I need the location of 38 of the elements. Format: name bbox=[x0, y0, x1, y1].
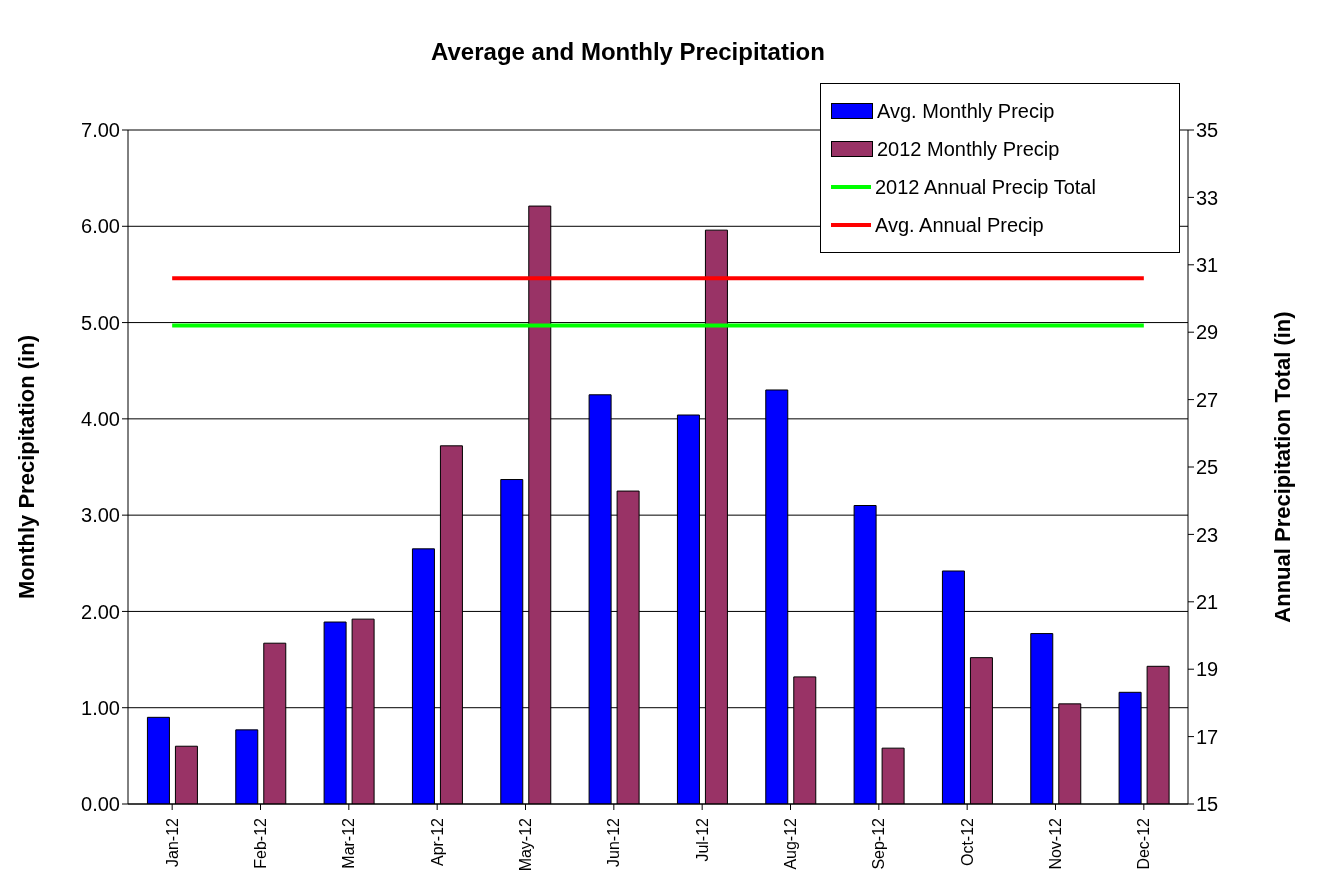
y2-tick-label: 17 bbox=[1196, 725, 1219, 748]
legend-label: Avg. Annual Precip bbox=[875, 213, 1044, 238]
legend-label: 2012 Monthly Precip bbox=[877, 137, 1060, 162]
x-tick-label: Mar-12 bbox=[340, 817, 358, 869]
y2-tick-label: 15 bbox=[1196, 793, 1219, 816]
y2-tick-label: 35 bbox=[1196, 119, 1219, 142]
y-tick-label: 2.00 bbox=[81, 600, 120, 623]
x-tick-label: Dec-12 bbox=[1135, 817, 1153, 870]
y-tick-label: 4.00 bbox=[81, 407, 120, 430]
x-tick-label: Aug-12 bbox=[781, 817, 799, 870]
y-tick-label: 6.00 bbox=[81, 215, 120, 238]
x-tick-label: Feb-12 bbox=[251, 817, 269, 869]
x-tick-label: Apr-12 bbox=[428, 817, 446, 867]
legend-label: Avg. Monthly Precip bbox=[877, 99, 1055, 124]
y2-tick-label: 23 bbox=[1196, 523, 1219, 546]
x-tick-label: Jan-12 bbox=[163, 817, 181, 867]
y2-tick-label: 27 bbox=[1196, 388, 1219, 411]
y2-axis-title: Annual Precipitation Total (in) bbox=[1269, 311, 1295, 623]
legend-label: 2012 Annual Precip Total bbox=[875, 175, 1096, 200]
chart-title: Average and Monthly Precipitation bbox=[430, 38, 826, 66]
x-tick-label: May-12 bbox=[516, 817, 534, 872]
x-tick-label: Nov-12 bbox=[1046, 817, 1064, 870]
y-tick-label: 3.00 bbox=[81, 504, 120, 527]
y2-tick-label: 29 bbox=[1196, 321, 1219, 344]
x-tick-label: Jun-12 bbox=[605, 817, 623, 867]
y-axis-title: Monthly Precipitation (in) bbox=[13, 335, 39, 599]
x-tick-label: Oct-12 bbox=[958, 817, 976, 867]
y2-tick-label: 31 bbox=[1196, 253, 1219, 276]
x-tick-label: Sep-12 bbox=[870, 817, 888, 870]
y-tick-label: 1.00 bbox=[81, 696, 120, 719]
y-tick-label: 7.00 bbox=[81, 119, 120, 142]
y2-tick-label: 25 bbox=[1196, 456, 1219, 479]
x-tick-label: Jul-12 bbox=[693, 817, 711, 862]
y-tick-label: 0.00 bbox=[81, 793, 120, 816]
y2-tick-label: 19 bbox=[1196, 658, 1219, 681]
y2-tick-label: 21 bbox=[1196, 590, 1219, 613]
y2-tick-label: 33 bbox=[1196, 186, 1219, 209]
y-tick-label: 5.00 bbox=[81, 311, 120, 334]
